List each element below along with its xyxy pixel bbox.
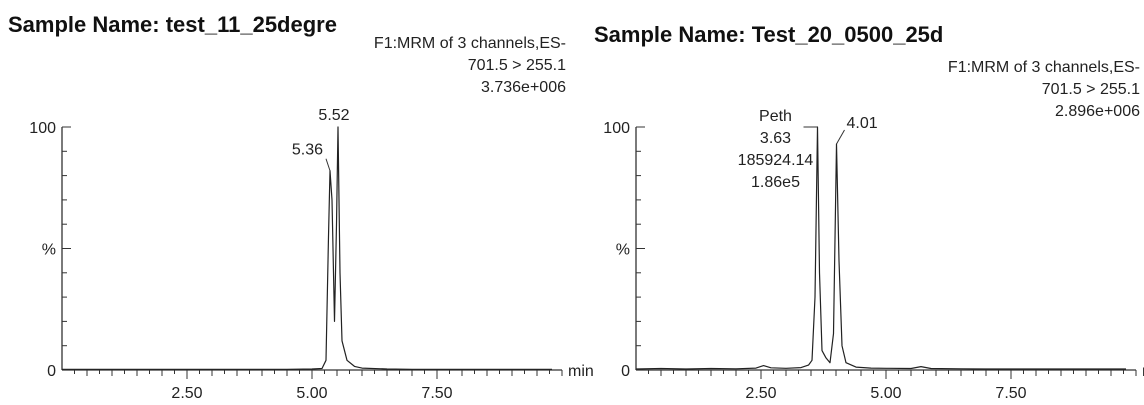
chart-title: Sample Name: test_11_25degre bbox=[8, 12, 337, 37]
y-tick-label: 0 bbox=[47, 363, 56, 380]
y-tick-label: 100 bbox=[29, 120, 56, 137]
x-tick-label: 5.00 bbox=[870, 385, 901, 402]
x-tick-label: 5.00 bbox=[296, 385, 327, 402]
peak-label: 1.86e5 bbox=[751, 174, 800, 191]
peak-label: 5.36 bbox=[292, 142, 323, 159]
chromatogram-trace bbox=[62, 126, 552, 370]
chromatogram-trace bbox=[635, 126, 1126, 370]
chart-header-line: 701.5 > 255.1 bbox=[468, 57, 566, 74]
chart-header-line: F1:MRM of 3 channels,ES- bbox=[374, 35, 566, 52]
y-tick-label: 0 bbox=[621, 363, 630, 380]
chart-header-line: 3.736e+006 bbox=[481, 79, 566, 96]
x-tick-label: 2.50 bbox=[171, 385, 202, 402]
x-tick-label: 7.50 bbox=[995, 385, 1026, 402]
chromatogram-panel-1: Sample Name: test_11_25degre F1:MRM of 3 … bbox=[8, 12, 594, 402]
peak-leader bbox=[836, 129, 845, 145]
peak-label: Peth bbox=[759, 108, 792, 125]
peak-label: 4.01 bbox=[847, 115, 878, 132]
y-tick-label: 100 bbox=[603, 120, 630, 137]
chart-header-line: F1:MRM of 3 channels,ES- bbox=[948, 59, 1140, 76]
chart-header-line: 2.896e+006 bbox=[1055, 103, 1140, 120]
x-axis-unit: min bbox=[568, 363, 594, 380]
x-axis-unit: min bbox=[1142, 363, 1144, 380]
chromatogram-panel-2: Sample Name: Test_20_0500_25d F1:MRM of 3… bbox=[594, 22, 1144, 402]
chart-header-line: 701.5 > 255.1 bbox=[1042, 81, 1140, 98]
peak-label: 5.52 bbox=[318, 107, 349, 124]
peak-label: 185924.14 bbox=[738, 152, 814, 169]
y-tick-label: % bbox=[616, 242, 630, 259]
peak-label: 3.63 bbox=[760, 130, 791, 147]
peak-leader bbox=[325, 158, 331, 171]
y-tick-label: % bbox=[42, 242, 56, 259]
chart-title: Sample Name: Test_20_0500_25d bbox=[594, 22, 943, 47]
x-tick-label: 2.50 bbox=[745, 385, 776, 402]
x-tick-label: 7.50 bbox=[421, 385, 452, 402]
